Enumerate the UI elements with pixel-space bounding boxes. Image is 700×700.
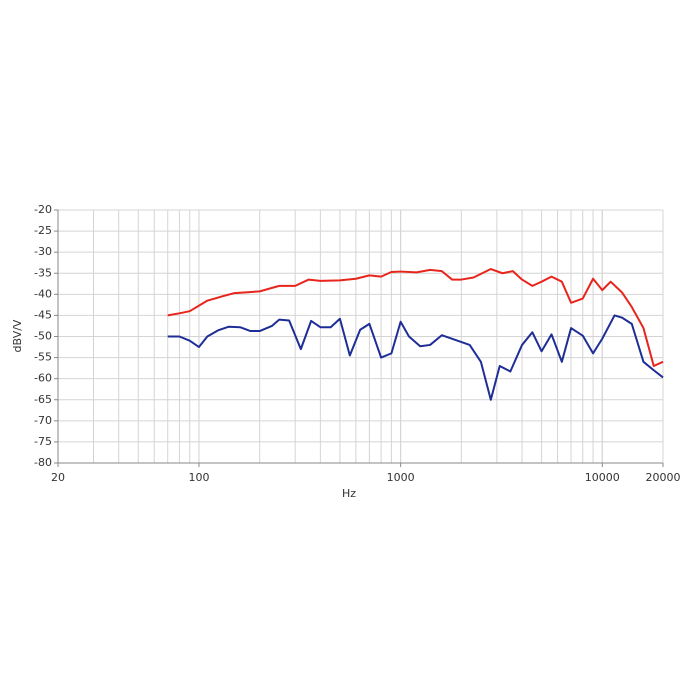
x-tick-label: 10000 [585, 471, 620, 484]
y-tick-label: -60 [34, 372, 52, 385]
y-tick-label: -35 [34, 266, 52, 279]
x-axis-label: Hz [342, 487, 356, 500]
y-tick-label: -20 [34, 203, 52, 216]
y-tick-label: -45 [34, 308, 52, 321]
y-tick-label: -25 [34, 224, 52, 237]
y-tick-label: -30 [34, 245, 52, 258]
y-tick-label: -70 [34, 414, 52, 427]
y-tick-label: -65 [34, 393, 52, 406]
y-tick-label: -50 [34, 330, 52, 343]
x-tick-label: 100 [188, 471, 209, 484]
y-tick-label: -55 [34, 351, 52, 364]
y-axis-label: dBV/V [11, 319, 24, 352]
x-tick-label: 20 [51, 471, 65, 484]
y-tick-label: -80 [34, 456, 52, 469]
x-tick-label: 20000 [646, 471, 681, 484]
y-tick-label: -40 [34, 287, 52, 300]
x-tick-label: 1000 [387, 471, 415, 484]
series-line [167, 268, 664, 368]
series-line [167, 314, 664, 401]
y-tick-label: -75 [34, 435, 52, 448]
